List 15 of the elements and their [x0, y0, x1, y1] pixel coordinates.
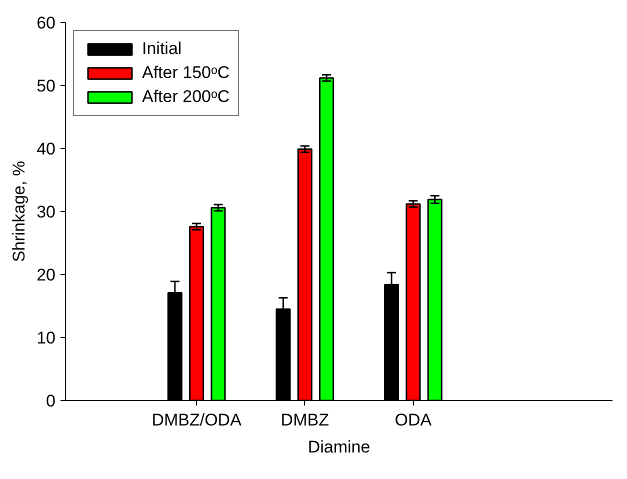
y-tick-label: 40	[36, 140, 56, 158]
x-tick-label: DMBZ	[280, 410, 329, 430]
y-tick-label: 0	[46, 392, 56, 410]
x-axis-title: Diamine	[308, 438, 370, 456]
x-tick-label: ODA	[394, 410, 432, 430]
y-tick-label: 60	[36, 14, 56, 32]
legend-label: After 150ᵒC	[142, 63, 230, 83]
y-tick-label: 30	[36, 202, 56, 222]
x-tick-label: DMBZ/ODA	[152, 410, 242, 430]
y-tick-label: 10	[36, 328, 56, 348]
y-tick-label: 50	[36, 76, 56, 96]
y-tick-label: 20	[36, 266, 56, 284]
legend-label: Initial	[142, 39, 182, 59]
y-axis-title: Shrinkage, %	[10, 160, 29, 262]
legend-label: After 200ᵒC	[142, 87, 230, 107]
